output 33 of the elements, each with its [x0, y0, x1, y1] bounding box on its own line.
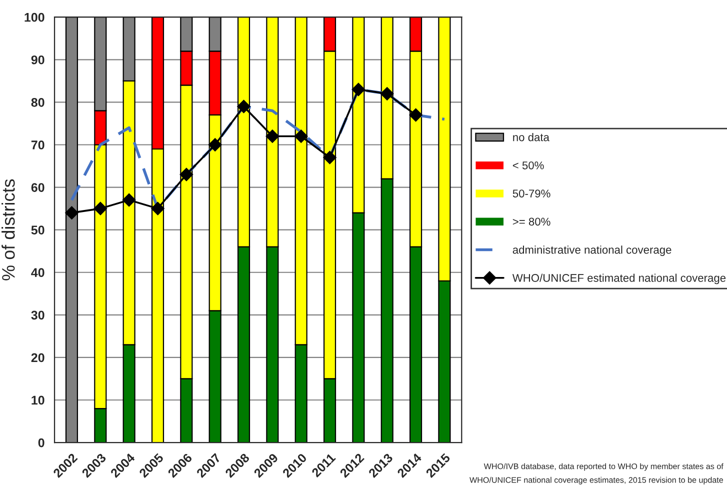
y-tick-label: 40 [31, 268, 44, 278]
y-tick-label: 20 [31, 353, 44, 362]
point [94, 202, 107, 216]
y-tick-label: 10 [32, 396, 44, 405]
legend-label: < 50% [512, 161, 544, 170]
point [323, 150, 336, 164]
point [380, 87, 394, 100]
legend-label: no data [513, 133, 550, 142]
point [266, 130, 280, 143]
point [352, 82, 366, 96]
point [208, 138, 222, 152]
text: WHO/IVB database, data reported to WHO by member states as of [484, 463, 724, 471]
y-tick-label: 100 [24, 12, 44, 22]
point [65, 206, 78, 220]
point [294, 130, 308, 143]
point [151, 202, 164, 216]
point [122, 193, 136, 207]
legend-label: 50-79% [512, 190, 550, 198]
legend-label: >= 80% [512, 218, 550, 226]
y-tick-label: 0 [38, 438, 44, 448]
y-tick-label: 60 [31, 183, 44, 192]
y-tick-label: 70 [31, 140, 44, 150]
point [409, 108, 422, 122]
point [180, 168, 193, 182]
point [237, 100, 250, 114]
text: WHO/UNICEF national coverage estimates, 2015 revision to be update [470, 476, 724, 484]
legend-label: administrative national coverage [512, 246, 672, 256]
y-axis-title: % of districts [2, 179, 15, 280]
y-tick-label: 80 [31, 98, 44, 107]
legend-label: WHO/UNICEF estimated national coverage [512, 274, 726, 284]
y-tick-label: 30 [31, 310, 44, 320]
y-tick-label: 90 [31, 55, 44, 64]
y-tick-label: 50 [31, 226, 44, 234]
